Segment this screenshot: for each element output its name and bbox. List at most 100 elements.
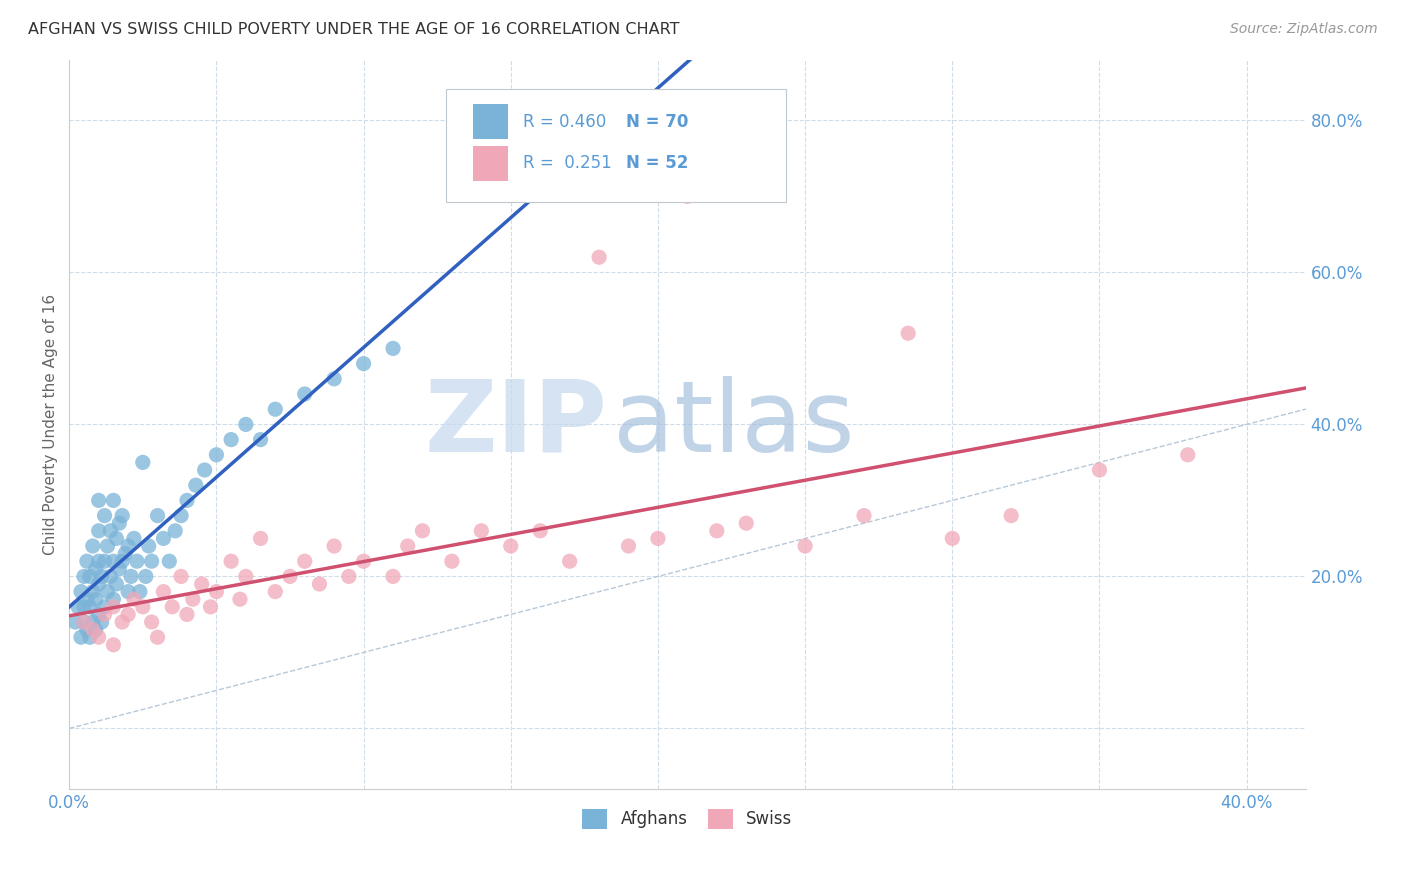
Legend: Afghans, Swiss: Afghans, Swiss xyxy=(575,802,799,836)
Point xyxy=(82,623,104,637)
Point xyxy=(87,630,110,644)
Point xyxy=(162,599,184,614)
Point xyxy=(70,584,93,599)
Point xyxy=(264,402,287,417)
Point xyxy=(132,455,155,469)
Point xyxy=(84,623,107,637)
Point xyxy=(235,417,257,432)
Point xyxy=(76,554,98,568)
Text: AFGHAN VS SWISS CHILD POVERTY UNDER THE AGE OF 16 CORRELATION CHART: AFGHAN VS SWISS CHILD POVERTY UNDER THE … xyxy=(28,22,679,37)
Point xyxy=(103,592,125,607)
Point xyxy=(100,524,122,538)
Text: R = 0.460: R = 0.460 xyxy=(523,112,606,130)
Point xyxy=(205,584,228,599)
Point xyxy=(79,569,101,583)
Point xyxy=(152,584,174,599)
Point xyxy=(76,623,98,637)
Point xyxy=(108,516,131,531)
Point xyxy=(87,607,110,622)
Point xyxy=(194,463,217,477)
Point xyxy=(125,554,148,568)
Point xyxy=(229,592,252,607)
Point xyxy=(84,592,107,607)
Text: atlas: atlas xyxy=(613,376,855,473)
Point xyxy=(165,524,187,538)
Point xyxy=(647,532,669,546)
Text: N = 52: N = 52 xyxy=(626,154,688,172)
Point xyxy=(82,539,104,553)
Point xyxy=(103,638,125,652)
Point xyxy=(93,607,115,622)
Point xyxy=(73,599,96,614)
Point xyxy=(117,539,139,553)
Point xyxy=(706,524,728,538)
Point xyxy=(219,433,242,447)
Point xyxy=(735,516,758,531)
Point xyxy=(170,508,193,523)
Point xyxy=(176,607,198,622)
Point xyxy=(90,569,112,583)
Point xyxy=(82,584,104,599)
Point xyxy=(382,342,405,356)
Point xyxy=(141,554,163,568)
Point xyxy=(897,326,920,341)
FancyBboxPatch shape xyxy=(474,104,508,139)
Point xyxy=(294,387,316,401)
Point xyxy=(87,577,110,591)
Point xyxy=(141,615,163,629)
Point xyxy=(794,539,817,553)
Point xyxy=(103,493,125,508)
Point xyxy=(138,539,160,553)
Point xyxy=(205,448,228,462)
Point xyxy=(103,554,125,568)
Point xyxy=(396,539,419,553)
Point xyxy=(181,592,204,607)
Point xyxy=(73,615,96,629)
Point xyxy=(470,524,492,538)
Point xyxy=(93,599,115,614)
Point xyxy=(79,630,101,644)
Point xyxy=(135,569,157,583)
Point xyxy=(176,493,198,508)
Point xyxy=(146,630,169,644)
Point xyxy=(294,554,316,568)
Point xyxy=(82,615,104,629)
Point xyxy=(152,532,174,546)
Point xyxy=(117,584,139,599)
Point xyxy=(90,615,112,629)
Text: N = 70: N = 70 xyxy=(626,112,688,130)
Point xyxy=(200,599,222,614)
FancyBboxPatch shape xyxy=(446,89,786,202)
Point xyxy=(67,599,90,614)
Point xyxy=(157,554,180,568)
Point xyxy=(146,508,169,523)
Point xyxy=(84,562,107,576)
Point xyxy=(190,577,212,591)
Point xyxy=(1177,448,1199,462)
Point xyxy=(122,592,145,607)
Point xyxy=(308,577,330,591)
Point xyxy=(108,562,131,576)
Point xyxy=(440,554,463,568)
Point xyxy=(70,630,93,644)
Point xyxy=(87,524,110,538)
Point xyxy=(132,599,155,614)
Point xyxy=(382,569,405,583)
Point xyxy=(93,508,115,523)
Point xyxy=(184,478,207,492)
Point xyxy=(353,554,375,568)
Point xyxy=(103,599,125,614)
Point xyxy=(111,508,134,523)
Point xyxy=(87,493,110,508)
Point xyxy=(676,189,699,203)
Text: R =  0.251: R = 0.251 xyxy=(523,154,612,172)
Point xyxy=(117,607,139,622)
Text: ZIP: ZIP xyxy=(425,376,607,473)
Point xyxy=(323,539,346,553)
Point xyxy=(73,615,96,629)
Point xyxy=(353,357,375,371)
Point xyxy=(264,584,287,599)
Point xyxy=(529,524,551,538)
Point xyxy=(249,433,271,447)
Point xyxy=(79,599,101,614)
